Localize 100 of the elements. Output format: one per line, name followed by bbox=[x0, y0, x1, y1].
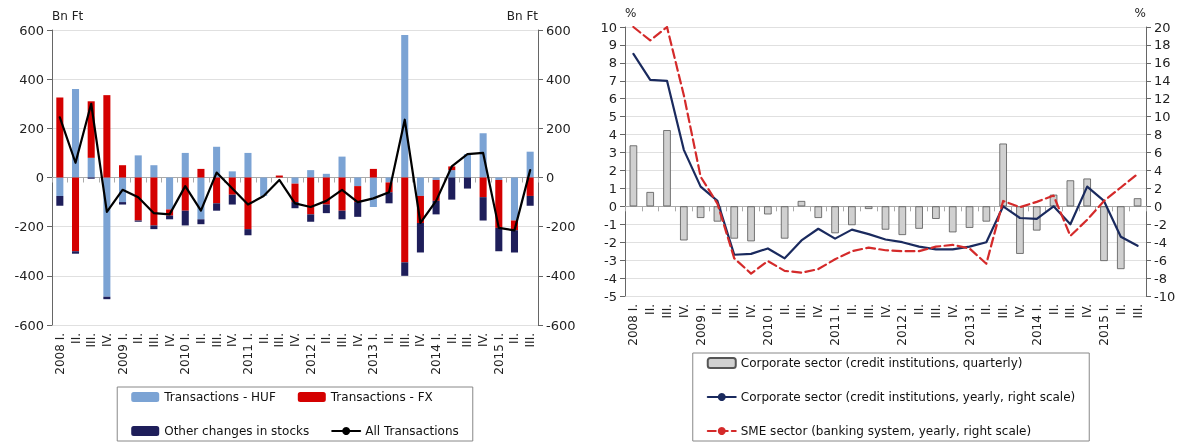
bar bbox=[898, 206, 907, 236]
bar bbox=[448, 177, 456, 200]
bar bbox=[881, 206, 890, 230]
y-tick-label: 3 bbox=[608, 145, 617, 161]
bar bbox=[747, 206, 755, 242]
y2-tick-label: 20 bbox=[1154, 19, 1171, 35]
bar bbox=[150, 177, 158, 226]
bar bbox=[416, 222, 424, 253]
bar bbox=[338, 156, 346, 178]
x-tick-label: II. bbox=[979, 304, 994, 315]
bar bbox=[213, 203, 221, 211]
x-tick-label: 2015 I. bbox=[491, 333, 506, 375]
bar bbox=[338, 177, 346, 211]
bar bbox=[56, 177, 64, 196]
x-tick-label: III. bbox=[523, 333, 538, 348]
bar bbox=[780, 206, 789, 239]
bar bbox=[932, 206, 940, 219]
y-tick-label: 2 bbox=[608, 162, 617, 178]
y2-tick-label: 0 bbox=[1154, 198, 1163, 214]
bar bbox=[213, 177, 221, 204]
bar bbox=[369, 168, 377, 178]
bar bbox=[228, 194, 236, 205]
x-tick-label: II. bbox=[1046, 304, 1061, 315]
bar bbox=[463, 177, 471, 189]
x-tick-label: III. bbox=[460, 333, 475, 348]
y-tick-label: 1 bbox=[608, 180, 617, 196]
bar bbox=[1016, 206, 1024, 254]
x-tick-label: 2008 I. bbox=[52, 333, 67, 375]
x-tick-label: II. bbox=[710, 304, 725, 315]
x-tick-label: 2014 I. bbox=[429, 333, 444, 375]
x-tick-label: 2012 I. bbox=[303, 333, 318, 375]
x-tick-label: IV. bbox=[476, 333, 491, 348]
bar bbox=[797, 200, 806, 207]
y-tick-label: 200 bbox=[19, 120, 44, 136]
bar bbox=[1117, 206, 1125, 270]
bar bbox=[322, 204, 330, 214]
bar bbox=[322, 177, 330, 205]
bar bbox=[291, 177, 299, 184]
bar bbox=[71, 251, 80, 254]
x-tick-label: III. bbox=[209, 333, 224, 348]
x-tick-label: IV. bbox=[99, 333, 114, 348]
bar bbox=[119, 202, 127, 205]
x-tick-label: 2011 I. bbox=[828, 304, 843, 346]
x-tick-label: III. bbox=[928, 304, 943, 319]
bar bbox=[401, 34, 409, 178]
x-tick-label: IV. bbox=[225, 333, 240, 348]
y-tick-label: 400 bbox=[19, 71, 44, 87]
x-tick-label: 2014 I. bbox=[1029, 304, 1044, 346]
bar bbox=[1066, 180, 1075, 207]
bar bbox=[87, 157, 95, 178]
bar bbox=[197, 219, 205, 225]
bar bbox=[696, 206, 705, 218]
y2-tick-label: -8 bbox=[1154, 270, 1167, 286]
bar bbox=[814, 206, 823, 218]
bar bbox=[307, 170, 315, 178]
y2-tick-label: -2 bbox=[1154, 216, 1167, 232]
x-tick-label: III. bbox=[146, 333, 161, 348]
legend-label: Transactions - HUF bbox=[163, 390, 276, 404]
x-tick-label: 2015 I. bbox=[1096, 304, 1111, 346]
legend-label: SME sector (banking system, yearly, right scale) bbox=[740, 424, 1032, 438]
legend-label: Transactions - FX bbox=[329, 390, 433, 404]
bar bbox=[244, 177, 252, 230]
bar bbox=[1100, 206, 1108, 262]
y2-tick-label: -10 bbox=[1154, 288, 1176, 304]
bar bbox=[999, 143, 1007, 207]
legend-label: All Transactions bbox=[365, 424, 459, 438]
y-tick-label: -2 bbox=[604, 234, 617, 250]
y2-tick-label: 6 bbox=[1154, 145, 1163, 161]
bar bbox=[181, 210, 189, 226]
x-tick-label: II. bbox=[382, 333, 397, 344]
x-tick-label: III. bbox=[727, 304, 742, 319]
legend-label: Corporate sector (credit institutions, quarterly) bbox=[740, 356, 1023, 370]
bar bbox=[495, 227, 503, 252]
x-tick-label: 2009 I. bbox=[693, 304, 708, 346]
x-tick-label: III. bbox=[84, 333, 99, 348]
bar bbox=[291, 183, 299, 203]
x-tick-label: III. bbox=[272, 333, 287, 348]
bar bbox=[181, 152, 189, 178]
bar bbox=[764, 206, 772, 215]
x-tick-label: 2010 I. bbox=[760, 304, 775, 346]
bar bbox=[965, 206, 974, 228]
bar bbox=[150, 225, 158, 230]
x-tick-label: 2013 I. bbox=[366, 333, 381, 375]
y2-tick-label: -4 bbox=[1154, 234, 1167, 250]
y2-tick-label: 0 bbox=[546, 170, 555, 185]
x-tick-label: II. bbox=[1113, 304, 1128, 315]
y2-tick-label: 16 bbox=[1154, 55, 1171, 71]
y2-tick-label: 600 bbox=[546, 22, 571, 38]
x-tick-label: IV. bbox=[744, 304, 759, 319]
line-series bbox=[58, 102, 532, 232]
x-tick-label: II. bbox=[68, 333, 83, 344]
bar bbox=[848, 206, 856, 226]
x-tick-label: IV. bbox=[288, 333, 302, 348]
bar bbox=[401, 177, 409, 263]
y2-tick-label: 2 bbox=[1154, 180, 1163, 196]
x-tick-label: IV. bbox=[811, 304, 826, 319]
y2-tick-label: 4 bbox=[1154, 162, 1163, 178]
bar bbox=[119, 165, 127, 178]
x-tick-label: 2011 I. bbox=[240, 333, 255, 375]
x-tick-label: III. bbox=[1130, 304, 1145, 319]
